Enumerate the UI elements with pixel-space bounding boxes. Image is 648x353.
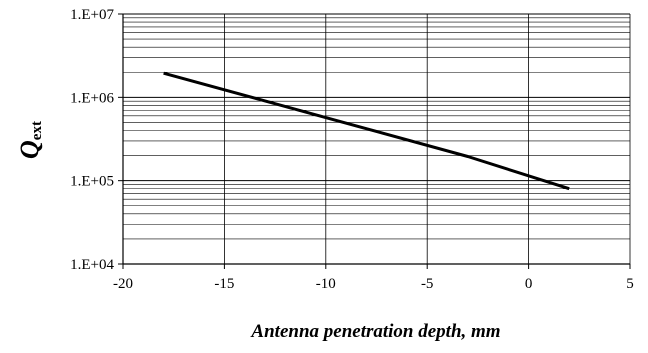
- y-axis-title-sub: ext: [29, 121, 45, 140]
- y-tick-label: 1.E+04: [70, 257, 114, 273]
- y-tick-label: 1.E+07: [70, 7, 114, 23]
- x-tick-label: -5: [421, 276, 434, 292]
- x-tick-label: -10: [316, 276, 336, 292]
- grid: [122, 13, 631, 265]
- y-axis-title: Qext: [15, 121, 45, 159]
- ticks: 1.E+04 1.E+05 1.E+06 1.E+07 -20 -15 -10 -5 0 5: [70, 7, 634, 292]
- y-tick-label: 1.E+05: [70, 174, 114, 190]
- y-tick-label: 1.E+06: [70, 90, 114, 106]
- x-axis-title: Antenna penetration depth, mm: [250, 321, 500, 342]
- axes: [122, 14, 630, 265]
- x-tick-label: 0: [525, 276, 533, 292]
- x-tick-label: -15: [214, 276, 234, 292]
- y-axis-title-main: Q: [15, 140, 44, 159]
- series: [163, 71, 570, 191]
- data-line: [163, 71, 570, 191]
- x-tick-label: 5: [626, 276, 634, 292]
- x-tick-label: -20: [113, 276, 133, 292]
